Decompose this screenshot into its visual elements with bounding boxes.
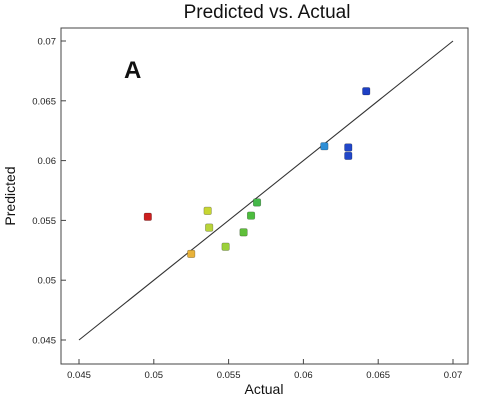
plot-frame (60, 27, 469, 365)
x-tick-label: 0.07 (444, 370, 463, 381)
data-points (143, 87, 371, 258)
y-tick-label: 0.06 (38, 156, 57, 167)
data-point (246, 211, 256, 220)
y-tick-label: 0.045 (32, 336, 56, 347)
data-point (203, 206, 212, 215)
panel-label: A (124, 57, 141, 84)
x-tick-label: 0.065 (366, 370, 390, 381)
y-tick-label: 0.07 (38, 37, 57, 48)
data-point (143, 212, 152, 221)
y-axis-label: Predicted (2, 166, 18, 225)
x-tick-label: 0.05 (145, 370, 164, 381)
x-tick-label: 0.045 (67, 370, 91, 381)
x-tick-label: 0.06 (294, 370, 313, 381)
y-tick-label: 0.05 (38, 276, 57, 287)
data-point (205, 223, 214, 232)
chart-title: Predicted vs. Actual (184, 2, 351, 23)
data-point (344, 143, 353, 152)
data-point (187, 249, 196, 258)
data-point (221, 242, 230, 251)
x-axis-ticks: 0.045 0.05 0.055 0.06 0.065 0.07 (67, 359, 462, 381)
reference-line (78, 40, 454, 341)
y-tick-label: 0.065 (32, 96, 56, 107)
y-axis-ticks: 0.045 0.05 0.055 0.06 0.065 0.07 (32, 37, 66, 347)
data-point (362, 87, 371, 96)
x-tick-label: 0.055 (217, 370, 241, 381)
data-point (344, 151, 353, 160)
y-tick-label: 0.055 (32, 216, 56, 227)
data-point (239, 228, 248, 237)
x-axis-label: Actual (245, 381, 284, 397)
data-point (320, 142, 329, 151)
data-point (252, 198, 262, 207)
